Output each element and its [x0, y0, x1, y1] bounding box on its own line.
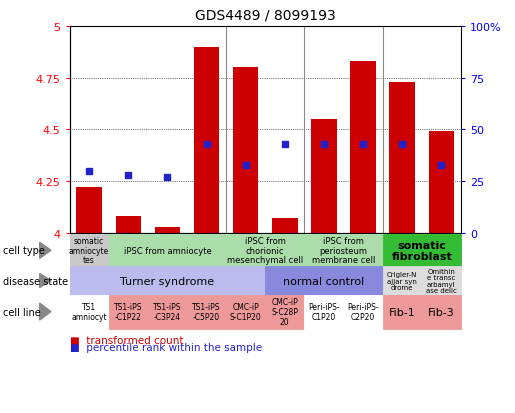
Text: TS1-iPS
-C1P22: TS1-iPS -C1P22	[114, 302, 143, 321]
Polygon shape	[40, 274, 51, 288]
Text: iPSC from amniocyte: iPSC from amniocyte	[124, 246, 211, 255]
Text: Crigler-N
ajjar syn
drome: Crigler-N ajjar syn drome	[387, 271, 417, 290]
Bar	[272, 219, 298, 233]
Polygon shape	[40, 243, 51, 259]
Bar	[311, 120, 337, 233]
Text: Turner syndrome: Turner syndrome	[121, 276, 214, 286]
Bar	[115, 217, 141, 233]
Text: Omithin
e transc
arbamyl
ase delic: Omithin e transc arbamyl ase delic	[426, 268, 457, 294]
Title: GDS4489 / 8099193: GDS4489 / 8099193	[195, 9, 336, 23]
Text: cell line: cell line	[3, 307, 40, 317]
Text: somatic
fibroblast: somatic fibroblast	[391, 240, 452, 261]
Text: TS1-iPS
-C5P20: TS1-iPS -C5P20	[192, 302, 221, 321]
Text: disease state: disease state	[3, 276, 67, 286]
Text: TS1
amniocyt: TS1 amniocyt	[71, 302, 107, 321]
Text: somatic
amniocyte
tes: somatic amniocyte tes	[69, 237, 109, 265]
Text: CMC-iP
S-C1P20: CMC-iP S-C1P20	[230, 302, 262, 321]
Text: Fib-3: Fib-3	[428, 307, 455, 317]
Bar	[194, 47, 219, 233]
Text: normal control: normal control	[283, 276, 365, 286]
Bar	[389, 83, 415, 233]
Bar	[350, 62, 376, 233]
Text: TS1-iPS
-C3P24: TS1-iPS -C3P24	[153, 302, 182, 321]
Text: CMC-iP
S-C28P
20: CMC-iP S-C28P 20	[271, 298, 298, 326]
Bar	[154, 227, 180, 233]
Text: Peri-iPS-
C1P20: Peri-iPS- C1P20	[308, 302, 340, 321]
Text: cell type: cell type	[3, 246, 44, 256]
Text: Peri-iPS-
C2P20: Peri-iPS- C2P20	[347, 302, 379, 321]
Text: ■  percentile rank within the sample: ■ percentile rank within the sample	[70, 342, 262, 352]
Bar	[428, 132, 454, 233]
Text: iPSC from
chorionic
mesenchymal cell: iPSC from chorionic mesenchymal cell	[227, 237, 303, 265]
Bar	[233, 68, 259, 233]
Polygon shape	[40, 303, 51, 320]
Bar	[76, 188, 102, 233]
Text: iPSC from
periosteum
membrane cell: iPSC from periosteum membrane cell	[312, 237, 375, 265]
Text: Fib-1: Fib-1	[389, 307, 416, 317]
Text: ■  transformed count: ■ transformed count	[70, 335, 183, 345]
